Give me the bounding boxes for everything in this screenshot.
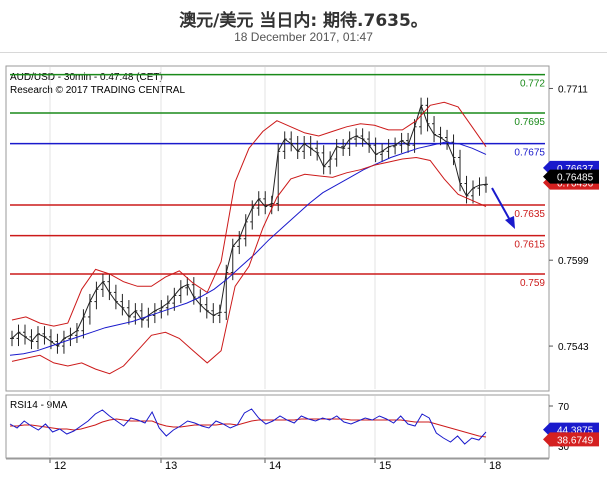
- y-tick-label: 0.7711: [558, 84, 588, 95]
- chart-info-line1: AUD/USD - 30min - 0:47:48 (CET): [10, 72, 163, 83]
- x-tick-label: 15: [379, 460, 391, 472]
- rsi-tag-label: 38.6749: [557, 435, 594, 446]
- price-tag-label: 0.76637: [557, 164, 594, 175]
- rsi-tag-label: 44.3875: [557, 426, 594, 437]
- level-label: 0.7615: [514, 240, 545, 251]
- level-label: 0.7695: [514, 117, 545, 128]
- x-tick-label: 14: [269, 460, 281, 472]
- rsi-panel-title: RSI14 - 9MA: [10, 400, 68, 411]
- rsi-tag-bg: [543, 432, 599, 447]
- moving-average-line: [9, 141, 487, 356]
- page-subtitle: 18 December 2017, 01:47: [234, 30, 373, 44]
- chart-info-line2: Research © 2017 TRADING CENTRAL: [10, 85, 185, 96]
- level-label: 0.7675: [514, 148, 545, 159]
- rsi-ma-line: [10, 418, 487, 438]
- price-tag-label: 0.76496: [557, 179, 594, 190]
- level-label: 0.7635: [514, 209, 545, 220]
- level-label: 0.772: [520, 79, 545, 90]
- x-tick-label: 18: [489, 460, 501, 472]
- y-tick-label: 0.7543: [558, 342, 589, 353]
- price-panel-frame: [5, 65, 550, 392]
- x-tick-label: 12: [54, 460, 66, 472]
- rsi-line: [9, 408, 487, 445]
- price-tag-label: 0.76485: [557, 173, 594, 184]
- forecast-arrow-line: [491, 187, 512, 223]
- price-close-line: [11, 103, 487, 347]
- rsi-panel-frame: [5, 394, 550, 459]
- forecast-arrow-head: [505, 216, 515, 229]
- y-tick-label: 0.7599: [558, 256, 589, 267]
- bollinger-lower-line: [11, 156, 487, 375]
- rsi-y-tick-label: 30: [558, 442, 570, 453]
- header-divider: [0, 52, 607, 53]
- price-tag-bg: [543, 169, 599, 184]
- page-title: 澳元/美元 当日内: 期待.7635。: [179, 11, 428, 31]
- level-label: 0.759: [520, 278, 545, 289]
- bollinger-upper-line: [11, 101, 487, 327]
- rsi-y-tick-label: 70: [558, 402, 570, 413]
- x-tick-label: 13: [165, 460, 177, 472]
